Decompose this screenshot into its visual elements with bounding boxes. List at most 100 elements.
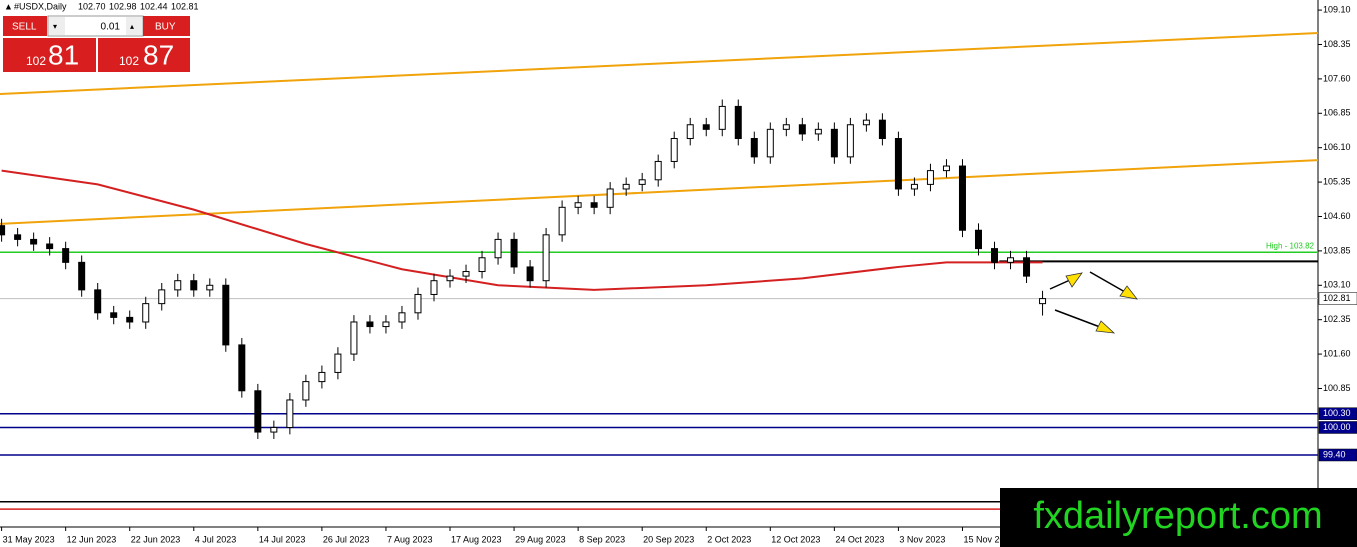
candle-body bbox=[798, 124, 806, 135]
candle-body bbox=[46, 243, 54, 250]
candle-body bbox=[318, 371, 326, 383]
candle-body bbox=[398, 312, 406, 323]
trade-panel: SELL ▾ 0.01 ▴ BUY 102 81 102 87 bbox=[3, 15, 190, 72]
candle-body bbox=[430, 280, 438, 295]
watermark: fxdailyreport.com bbox=[1033, 495, 1322, 537]
y-tick-label: 106.10 bbox=[1323, 142, 1351, 152]
candle-body bbox=[1007, 257, 1015, 263]
lot-value[interactable]: 0.01 bbox=[101, 22, 121, 33]
candle-body bbox=[1023, 257, 1031, 277]
candle-body bbox=[494, 238, 502, 259]
candle-body bbox=[590, 202, 598, 208]
ohlc-high: 102.98 bbox=[109, 1, 137, 11]
level-label: 100.30 bbox=[1323, 408, 1351, 418]
lot-up[interactable] bbox=[126, 17, 142, 35]
ohlc-low: 102.44 bbox=[140, 1, 168, 11]
symbol: #USDX,Daily bbox=[14, 1, 67, 11]
y-tick-label: 100.85 bbox=[1323, 383, 1351, 393]
arrows bbox=[1049, 271, 1138, 334]
candle-body bbox=[686, 124, 694, 140]
x-tick-label: 20 Sep 2023 bbox=[643, 534, 694, 544]
level-box bbox=[1318, 448, 1357, 462]
candle-body bbox=[574, 202, 582, 208]
candle-body bbox=[974, 229, 982, 250]
candle-body bbox=[766, 128, 774, 158]
candle-body bbox=[702, 124, 710, 130]
y-tick-label: 108.35 bbox=[1323, 39, 1351, 49]
sell-price-small[interactable]: 81 bbox=[48, 39, 79, 70]
candle-body bbox=[222, 284, 230, 346]
lot-down[interactable] bbox=[49, 17, 65, 35]
x-tick-label: 24 Oct 2023 bbox=[835, 534, 884, 544]
candle-body bbox=[254, 390, 262, 433]
candle-body bbox=[846, 124, 854, 158]
level-box bbox=[1318, 292, 1357, 305]
candle-body bbox=[926, 170, 934, 185]
candle-body bbox=[0, 225, 6, 236]
candle-body bbox=[894, 138, 902, 190]
trendline bbox=[0, 159, 1319, 225]
buy-text[interactable]: BUY bbox=[155, 22, 176, 33]
y-tick-label: 101.60 bbox=[1323, 348, 1351, 358]
candle-body bbox=[991, 248, 999, 263]
candle-body bbox=[94, 289, 102, 314]
buy-price-big[interactable]: 102 bbox=[119, 54, 139, 68]
candle-body bbox=[862, 119, 870, 126]
candle-body bbox=[782, 124, 790, 130]
x-tick-label: 3 Nov 2023 bbox=[899, 534, 945, 544]
candle-body bbox=[30, 238, 38, 245]
sell-price-big[interactable]: 102 bbox=[26, 54, 46, 68]
y-tick-label: 105.35 bbox=[1323, 176, 1351, 186]
candle-body bbox=[270, 426, 278, 433]
lot-up-icon[interactable]: ▴ bbox=[130, 22, 134, 31]
header-icon: ▲ bbox=[4, 1, 13, 11]
candle-body bbox=[606, 188, 614, 208]
candle-body bbox=[942, 165, 950, 172]
watermark-box bbox=[1000, 488, 1357, 547]
sell-price-box[interactable] bbox=[3, 38, 96, 72]
candle-body bbox=[830, 128, 838, 158]
x-tick-label: 15 Nov 2023 bbox=[963, 534, 1014, 544]
trendline bbox=[0, 32, 1319, 96]
ohlc-open: 102.70 bbox=[78, 1, 106, 11]
x-tick-label: 17 Aug 2023 bbox=[451, 534, 502, 544]
y-tick-label: 109.10 bbox=[1323, 4, 1351, 14]
x-tick-label: 2 Oct 2023 bbox=[707, 534, 751, 544]
candle-body bbox=[126, 316, 134, 323]
level-box bbox=[1318, 407, 1357, 420]
x-tick-label: 12 Oct 2023 bbox=[771, 534, 820, 544]
arrow bbox=[1089, 271, 1126, 293]
buy-price-box[interactable] bbox=[98, 38, 190, 72]
plot: 109.10 108.35 107.60 106.85 106.10 105.35 104.… bbox=[0, 4, 1351, 544]
candle-body bbox=[366, 321, 374, 328]
candle-body bbox=[958, 165, 966, 231]
candle-body bbox=[158, 289, 166, 305]
candle-body bbox=[462, 271, 470, 277]
candle-body bbox=[1039, 298, 1047, 305]
sell-text[interactable]: SELL bbox=[12, 22, 37, 33]
arrow-head bbox=[1095, 320, 1116, 334]
x-tick-label: 26 Jul 2023 bbox=[323, 534, 370, 544]
candle-body bbox=[718, 105, 726, 130]
candle-body bbox=[670, 138, 678, 162]
sell-button[interactable] bbox=[3, 16, 47, 36]
candle-body bbox=[110, 312, 118, 318]
candle-body bbox=[558, 206, 566, 236]
arrow bbox=[1049, 279, 1071, 290]
level-label: 99.40 bbox=[1323, 449, 1346, 459]
lot-down-icon[interactable]: ▾ bbox=[53, 22, 57, 31]
y-tick-label: 104.60 bbox=[1323, 211, 1351, 221]
candle-body bbox=[750, 138, 758, 158]
candle-body bbox=[478, 257, 486, 273]
arrow bbox=[1054, 309, 1101, 328]
arrow-head bbox=[1065, 272, 1083, 288]
level-label: High - 103.82 bbox=[1266, 241, 1315, 250]
candle-body bbox=[78, 261, 86, 291]
buy-price-small[interactable]: 87 bbox=[143, 39, 174, 70]
buy-button[interactable] bbox=[143, 16, 190, 36]
level-label: 100.00 bbox=[1323, 422, 1351, 432]
candle-body bbox=[638, 179, 646, 185]
x-tick-label: 31 May 2023 bbox=[3, 534, 55, 544]
